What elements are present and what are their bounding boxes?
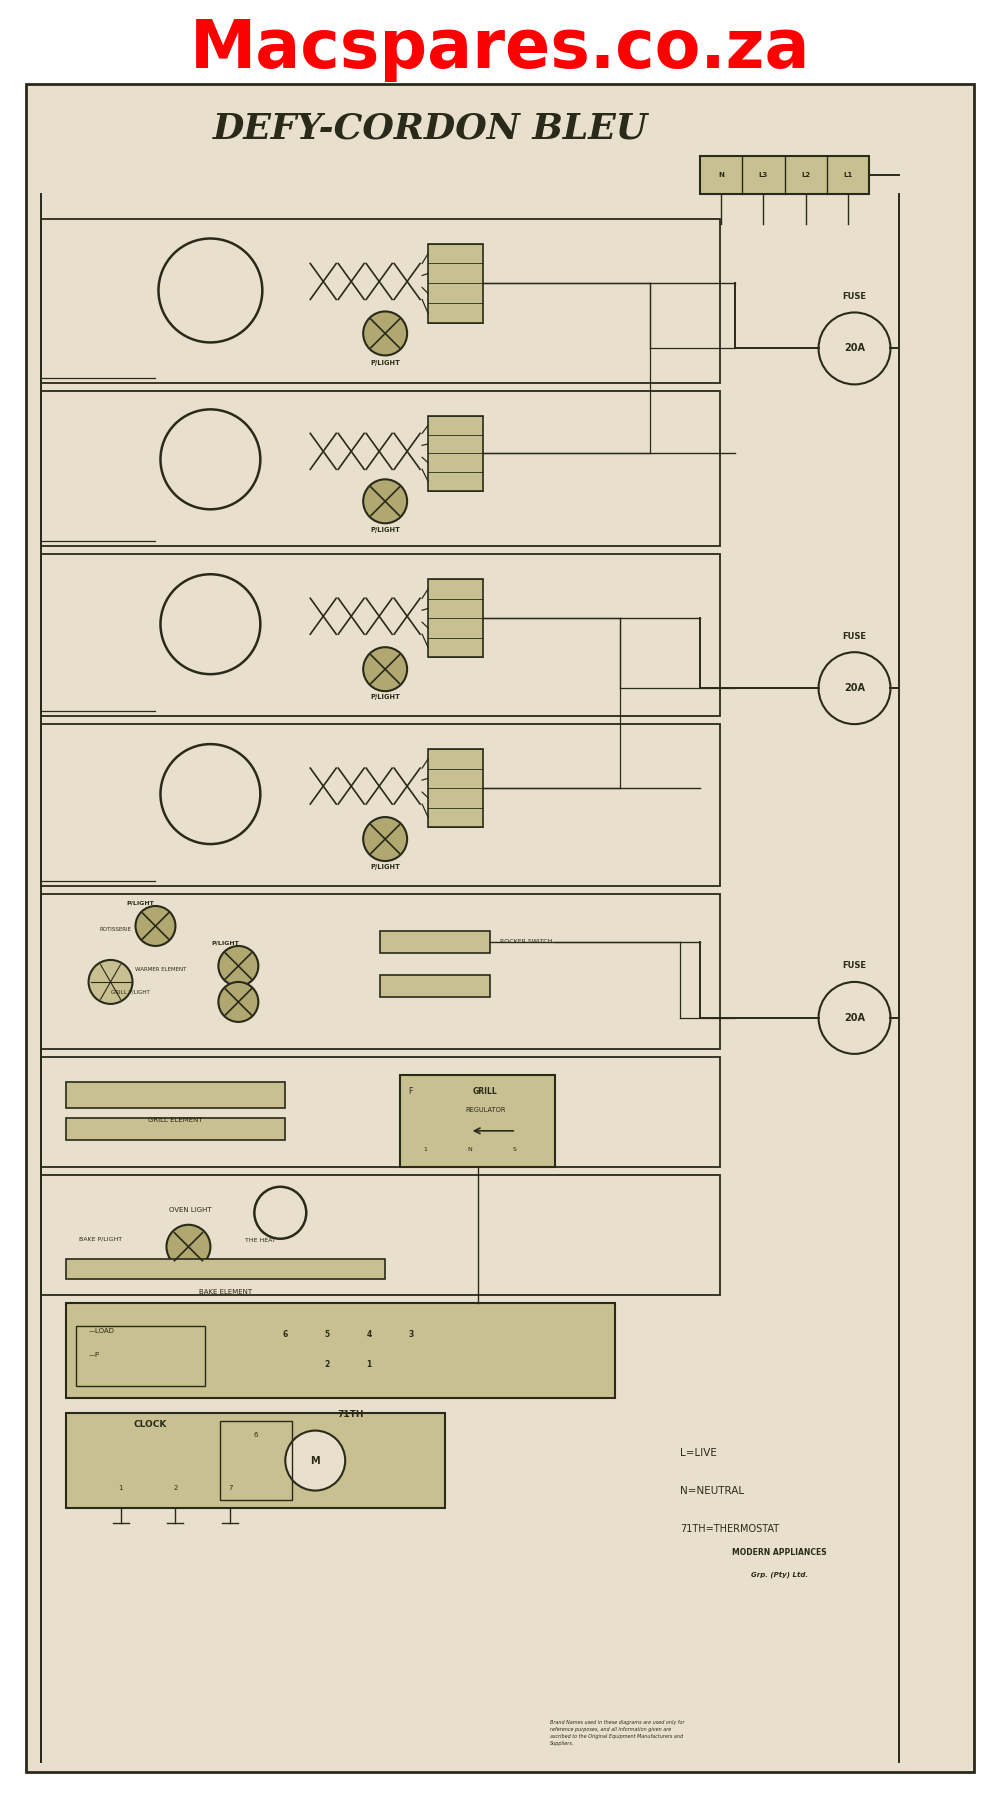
Text: P/LIGHT: P/LIGHT [370,361,400,366]
FancyBboxPatch shape [400,1075,555,1167]
Text: P/LIGHT: P/LIGHT [127,902,154,905]
FancyBboxPatch shape [380,930,490,954]
Text: DEFY-CORDON BLEU: DEFY-CORDON BLEU [212,112,648,146]
Text: 4: 4 [367,1331,372,1340]
Text: L=LIVE: L=LIVE [680,1448,717,1457]
Text: N: N [718,171,724,177]
Text: —P: —P [89,1352,100,1358]
Text: 2: 2 [325,1359,330,1368]
Text: CLOCK: CLOCK [134,1421,167,1430]
Circle shape [160,745,260,844]
Text: 3: 3 [408,1331,414,1340]
Text: FUSE: FUSE [843,961,867,970]
Text: Brand Names used in these diagrams are used only for
reference purposes, and all: Brand Names used in these diagrams are u… [550,1720,684,1747]
Text: BAKE P/LIGHT: BAKE P/LIGHT [79,1237,122,1242]
FancyBboxPatch shape [66,1304,615,1397]
Text: 20A: 20A [844,1013,865,1022]
Text: —LOAD: —LOAD [89,1327,114,1334]
Text: GRILL ELEMENT: GRILL ELEMENT [148,1116,203,1123]
Text: GRILL P/LIGHT: GRILL P/LIGHT [111,990,150,995]
FancyBboxPatch shape [66,1412,445,1507]
Text: P/LIGHT: P/LIGHT [370,526,400,534]
Text: L2: L2 [801,171,810,177]
FancyBboxPatch shape [66,1258,385,1278]
Circle shape [158,238,262,343]
Text: L3: L3 [759,171,768,177]
Circle shape [285,1430,345,1491]
FancyBboxPatch shape [428,243,483,323]
Circle shape [160,573,260,674]
Text: MODERN APPLIANCES: MODERN APPLIANCES [732,1549,827,1558]
Text: GRILL: GRILL [473,1087,498,1096]
Text: 2: 2 [173,1484,178,1491]
Text: Macspares.co.za: Macspares.co.za [190,16,810,81]
Text: 7: 7 [228,1484,233,1491]
Circle shape [166,1224,210,1269]
Text: 1: 1 [367,1359,372,1368]
Circle shape [89,959,133,1004]
Text: N=NEUTRAL: N=NEUTRAL [680,1486,744,1495]
Text: 5: 5 [325,1331,330,1340]
Text: OVEN LIGHT: OVEN LIGHT [169,1206,212,1213]
FancyBboxPatch shape [428,748,483,828]
Text: FUSE: FUSE [843,292,867,301]
Text: ROTISSERIE: ROTISSERIE [100,927,132,932]
Text: N: N [468,1147,472,1152]
Circle shape [160,409,260,508]
Text: ROCKER SWITCH: ROCKER SWITCH [500,939,552,945]
FancyBboxPatch shape [66,1082,285,1107]
Text: 6: 6 [253,1432,258,1437]
FancyBboxPatch shape [700,155,869,193]
FancyBboxPatch shape [26,83,974,1772]
Circle shape [819,653,890,725]
Circle shape [363,647,407,691]
Text: P/LIGHT: P/LIGHT [212,941,239,947]
Text: S: S [513,1147,517,1152]
Text: 71TH=THERMOSTAT: 71TH=THERMOSTAT [680,1524,779,1534]
Text: 20A: 20A [844,683,865,692]
Text: P/LIGHT: P/LIGHT [370,864,400,871]
Text: P/LIGHT: P/LIGHT [370,694,400,700]
Text: 1: 1 [423,1147,427,1152]
Text: WARMER ELEMENT: WARMER ELEMENT [135,966,186,972]
Text: L1: L1 [844,171,853,177]
Text: 20A: 20A [844,343,865,353]
Text: REGULATOR: REGULATOR [465,1107,506,1112]
Circle shape [136,905,175,947]
Text: F: F [408,1087,413,1096]
Circle shape [363,480,407,523]
Text: M: M [310,1455,320,1466]
Circle shape [363,817,407,862]
Text: Grp. (Pty) Ltd.: Grp. (Pty) Ltd. [751,1570,808,1578]
FancyBboxPatch shape [66,1118,285,1139]
Text: 6: 6 [283,1331,288,1340]
FancyBboxPatch shape [428,416,483,490]
Text: 1: 1 [118,1484,123,1491]
Text: 71TH: 71TH [337,1410,363,1419]
FancyBboxPatch shape [428,579,483,656]
Circle shape [819,312,890,384]
Circle shape [218,947,258,986]
Circle shape [218,983,258,1022]
Text: THE HEAT: THE HEAT [245,1237,276,1242]
Circle shape [819,983,890,1055]
Circle shape [254,1186,306,1239]
Text: BAKE ELEMENT: BAKE ELEMENT [199,1289,252,1295]
FancyBboxPatch shape [380,975,490,997]
Circle shape [363,312,407,355]
Text: FUSE: FUSE [843,631,867,640]
